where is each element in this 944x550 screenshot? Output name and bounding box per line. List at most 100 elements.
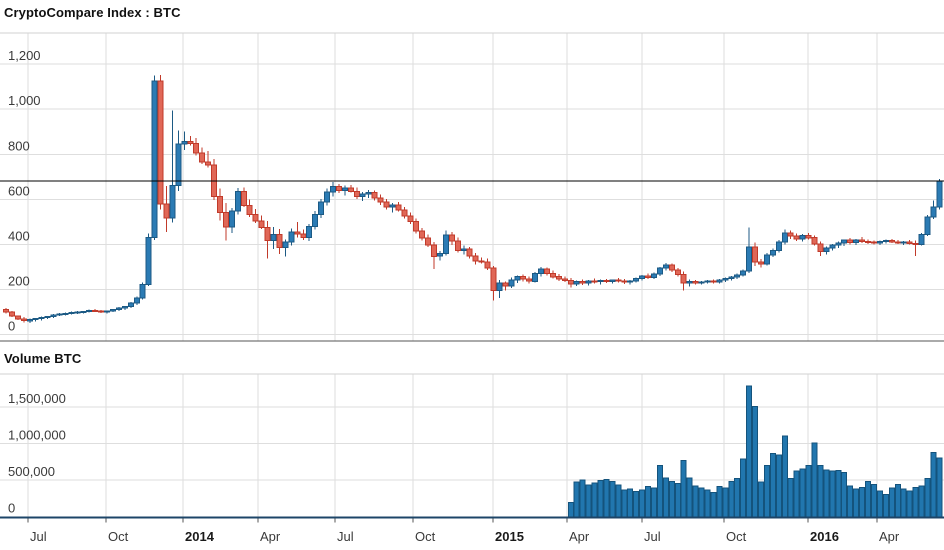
svg-text:Oct: Oct	[726, 529, 747, 544]
candle-down	[752, 246, 759, 263]
candle-down	[692, 280, 699, 284]
volume-gridlines	[0, 373, 944, 481]
candle-down	[383, 201, 390, 208]
x-axis-ticks	[27, 518, 878, 523]
svg-text:1,500,000: 1,500,000	[8, 391, 66, 406]
candle-down	[205, 161, 212, 166]
candle-up	[728, 276, 735, 280]
candle-down	[264, 226, 271, 241]
candle-up	[151, 80, 158, 238]
candle-down	[187, 141, 194, 144]
candle-up	[769, 249, 776, 256]
volume-bar	[710, 491, 717, 518]
candle-up	[62, 312, 69, 315]
candle-up	[365, 192, 372, 195]
candle-down	[98, 310, 105, 313]
candle-down	[615, 279, 622, 282]
candle-down	[157, 80, 164, 205]
candle-down	[621, 280, 628, 283]
candle-up	[799, 234, 806, 240]
candle-down	[906, 241, 913, 244]
candle-up	[56, 313, 63, 316]
candle-down	[668, 264, 675, 271]
candle-up	[704, 280, 711, 283]
candle-up	[330, 185, 336, 193]
candle-down	[674, 269, 681, 276]
candle-up	[139, 284, 146, 299]
candle-up	[133, 297, 140, 304]
candle-up	[764, 254, 770, 265]
candle-up	[306, 226, 313, 238]
candle-down	[912, 242, 919, 245]
volume-bar	[645, 486, 652, 519]
candle-up	[312, 214, 319, 227]
candle-down	[478, 260, 485, 263]
candle-up	[234, 191, 241, 212]
candle-up	[918, 233, 925, 245]
candle-down	[258, 220, 265, 228]
volume-bar	[615, 484, 622, 519]
candle-down	[544, 268, 550, 275]
volume-bar	[651, 487, 657, 518]
candle-down	[847, 239, 854, 243]
candle-up	[662, 264, 669, 269]
candle-down	[526, 278, 533, 282]
volume-bar	[692, 485, 699, 518]
volume-bar	[853, 488, 860, 518]
candle-down	[371, 192, 378, 199]
volume-bar	[603, 478, 610, 518]
volume-bar	[876, 490, 883, 518]
svg-text:1,200: 1,200	[8, 48, 41, 63]
candle-up	[924, 216, 931, 235]
volume-bar	[793, 470, 800, 519]
volume-bar	[746, 385, 753, 518]
candle-down	[419, 230, 426, 239]
candle-up	[127, 302, 134, 308]
candle-down	[758, 261, 764, 265]
candle-down	[561, 278, 568, 281]
candle-up	[876, 241, 883, 244]
candle-down	[92, 309, 99, 312]
volume-bar	[775, 454, 782, 519]
candle-up	[116, 307, 122, 311]
volume-bar	[567, 502, 574, 519]
candle-up	[104, 310, 111, 313]
candle-up	[657, 267, 663, 275]
price-chart-title: CryptoCompare Index : BTC	[4, 5, 181, 20]
svg-text:Jul: Jul	[644, 529, 661, 544]
volume-bar	[829, 470, 836, 519]
volume-bar	[859, 486, 866, 518]
volume-bar	[704, 489, 711, 519]
volume-bar	[585, 484, 592, 519]
candle-down	[603, 280, 610, 283]
candle-down	[431, 244, 437, 257]
candle-down	[520, 276, 527, 280]
candle-down	[8, 311, 15, 317]
candle-down	[335, 185, 342, 191]
volume-bar	[894, 483, 901, 518]
volume-bar	[668, 481, 675, 518]
candle-up	[324, 191, 330, 203]
candle-down	[871, 241, 877, 244]
candle-up	[288, 231, 295, 243]
candle-up	[80, 311, 87, 313]
candle-down	[252, 213, 259, 222]
candle-down	[223, 212, 229, 228]
candle-down	[14, 315, 21, 320]
candle-down	[199, 152, 206, 163]
volume-bar	[734, 478, 741, 518]
candle-up	[341, 187, 348, 191]
candle-up	[181, 141, 188, 145]
candle-up	[639, 275, 646, 279]
candle-up	[775, 241, 782, 251]
candle-down	[859, 239, 866, 242]
volume-bar	[728, 481, 735, 518]
candle-down	[591, 280, 598, 283]
volume-bar	[716, 486, 723, 519]
svg-text:0: 0	[8, 319, 15, 334]
candle-down	[490, 267, 497, 292]
candle-up	[514, 276, 521, 281]
svg-text:400: 400	[8, 229, 30, 244]
candle-up	[538, 268, 545, 275]
